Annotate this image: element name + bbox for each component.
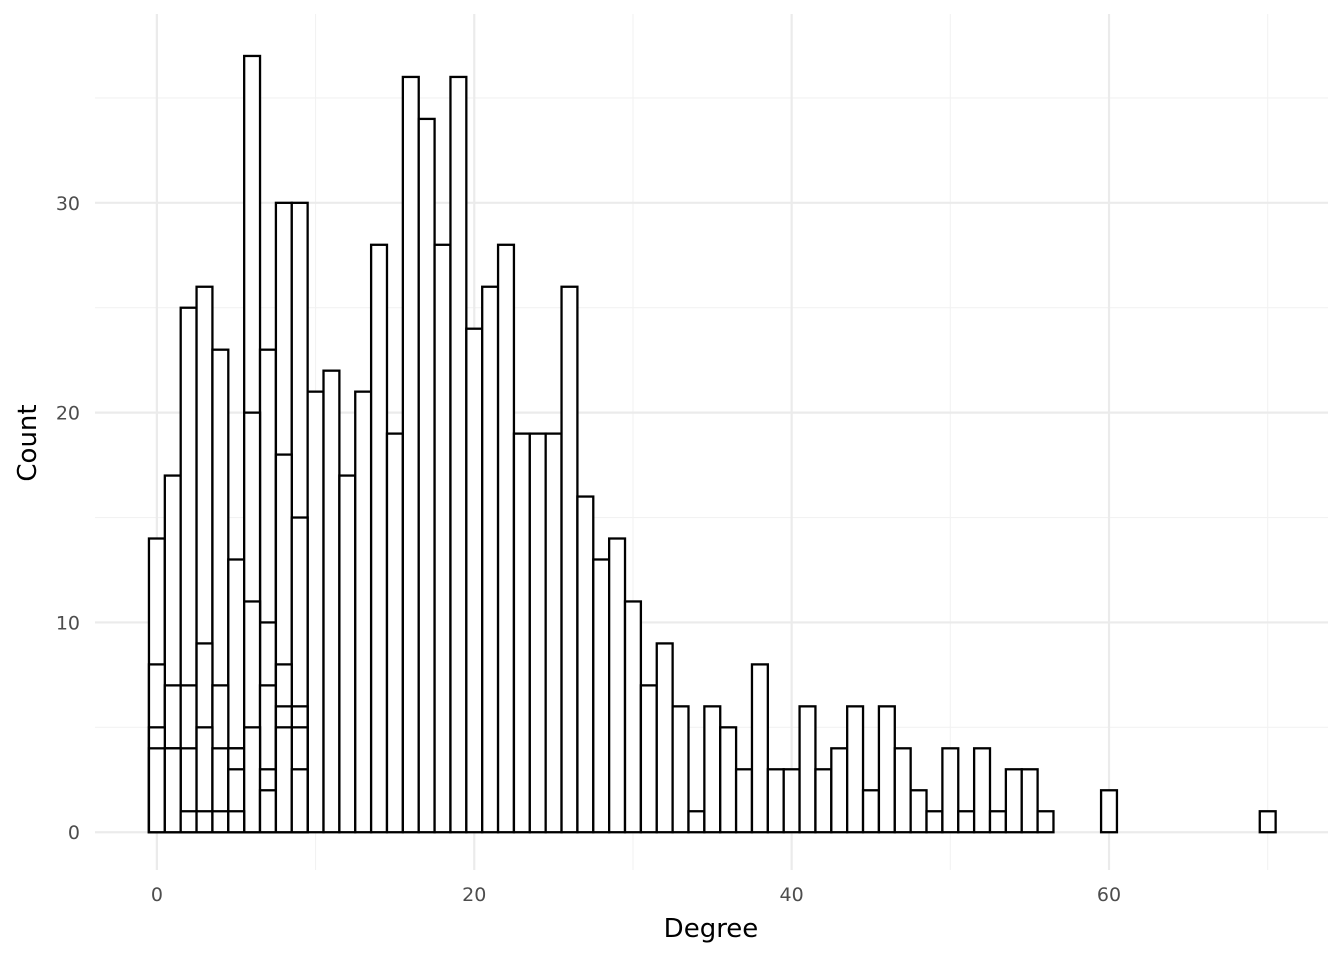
y-tick-label: 0 [68, 822, 80, 844]
y-tick-label: 30 [56, 193, 80, 215]
histogram-bar [258, 789, 278, 834]
histogram-bar [957, 810, 976, 834]
histogram-bar [179, 810, 198, 834]
histogram-bar [449, 75, 468, 834]
histogram-bar [322, 369, 341, 834]
histogram-bar [925, 810, 944, 834]
histogram-bar [465, 327, 484, 834]
histogram-bar [830, 747, 849, 834]
histogram-bar [354, 390, 373, 834]
histogram-bar [227, 810, 246, 834]
histogram-bar [734, 768, 754, 834]
histogram-bar [576, 495, 595, 834]
histogram-bars [147, 54, 1277, 834]
histogram-bar [338, 474, 357, 834]
histogram-bar [401, 75, 420, 834]
histogram-bar [306, 390, 325, 834]
histogram-bar [528, 432, 547, 834]
histogram-bar [766, 768, 785, 834]
histogram-bar [1004, 768, 1023, 834]
histogram-bar [703, 705, 722, 834]
histogram-bar [607, 537, 627, 834]
x-tick-label: 60 [1097, 884, 1121, 906]
y-tick-label: 10 [56, 612, 80, 634]
histogram-bar [290, 768, 309, 834]
histogram-bar [163, 747, 182, 834]
histogram-bar [1036, 810, 1055, 834]
histogram-bar [369, 243, 389, 834]
histogram-bar [814, 768, 833, 834]
histogram-bar [544, 432, 563, 834]
histogram-bar [274, 726, 293, 834]
histogram-bar [147, 747, 166, 834]
histogram-bar [671, 705, 690, 834]
histogram-bar [512, 432, 531, 834]
histogram-bar [655, 642, 674, 834]
histogram-bar [385, 432, 405, 834]
histogram-bar [433, 243, 452, 834]
x-axis-title: Degree [664, 914, 759, 944]
histogram-bar [972, 747, 992, 834]
histogram-bar [893, 747, 912, 834]
histogram-bar [861, 789, 881, 834]
histogram-bar [988, 810, 1008, 834]
x-tick-label: 40 [780, 884, 804, 906]
x-tick-label: 0 [151, 884, 163, 906]
histogram-bar [941, 747, 960, 834]
histogram-bar [877, 705, 896, 834]
histogram-bar [496, 243, 516, 834]
histogram-bar [195, 810, 214, 834]
histogram-bar [687, 810, 706, 834]
x-tick-label: 20 [462, 884, 486, 906]
histogram-bar [1258, 810, 1277, 834]
histogram-bar [1099, 789, 1119, 834]
histogram-bar [417, 117, 436, 834]
histogram-bar [782, 768, 801, 834]
axis-tick-labels: 0 20 40 60 0 10 20 30 [56, 193, 1121, 906]
y-tick-label: 20 [56, 403, 80, 425]
histogram-bar [798, 705, 817, 834]
histogram-bar [211, 810, 230, 834]
histogram-bar [639, 684, 658, 834]
y-axis-title: Count [13, 404, 43, 481]
histogram-bar [592, 558, 611, 834]
histogram-bar [750, 663, 769, 834]
histogram-bar [909, 789, 928, 834]
histogram-bar [623, 600, 643, 834]
histogram-bar [481, 285, 500, 834]
histogram-bar [719, 726, 738, 834]
histogram-bar [1020, 768, 1039, 834]
histogram-bar [846, 705, 865, 834]
histogram-bar [243, 726, 262, 834]
histogram-bar [560, 285, 579, 834]
